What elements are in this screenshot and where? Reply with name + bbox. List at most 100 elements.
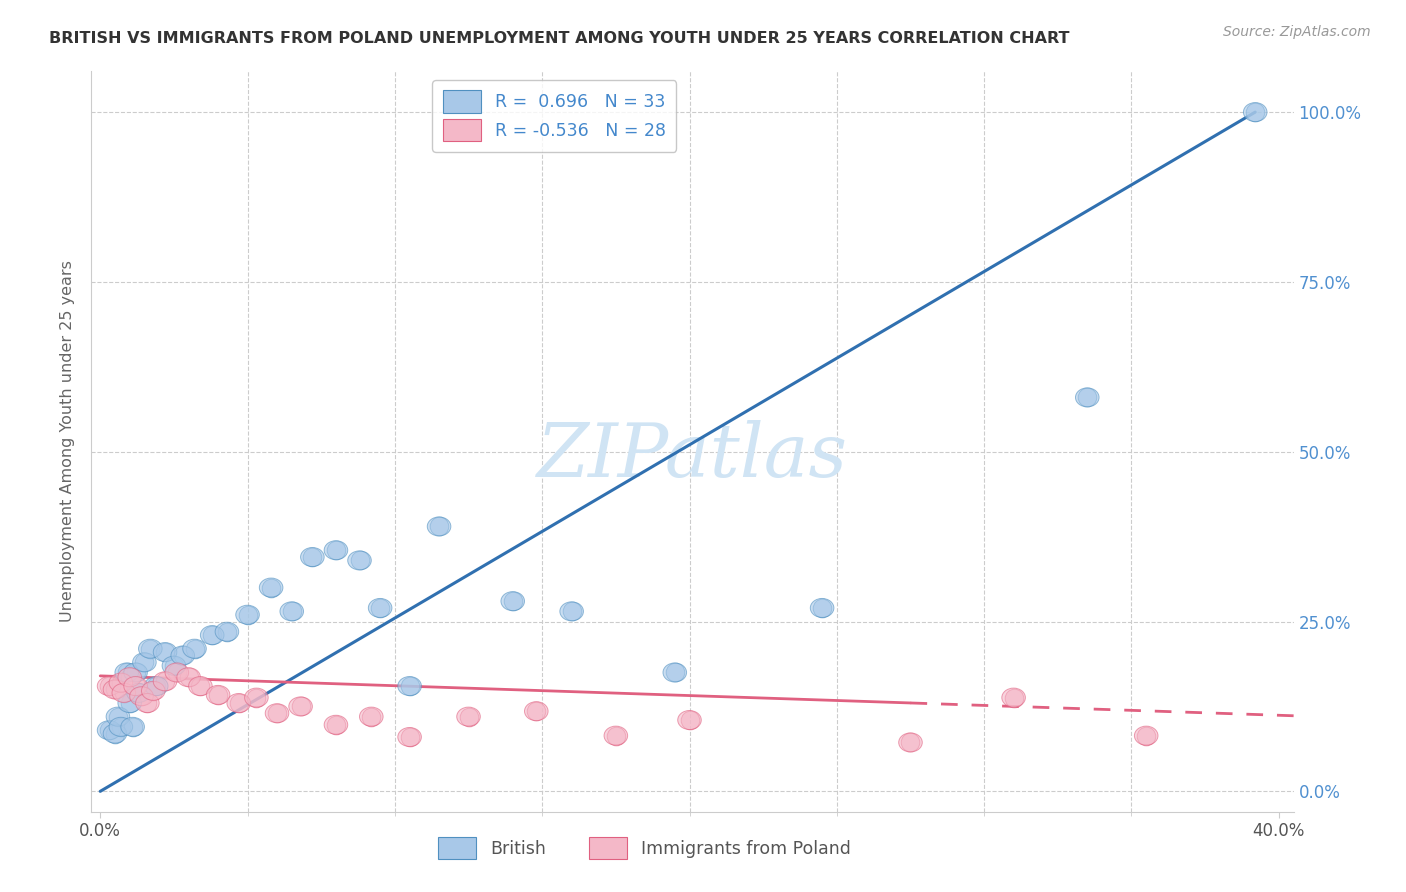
Point	[131, 690, 153, 704]
Ellipse shape	[165, 663, 188, 682]
Ellipse shape	[288, 697, 312, 716]
Point	[325, 718, 347, 732]
Point	[136, 696, 159, 710]
Ellipse shape	[129, 687, 153, 706]
Ellipse shape	[1002, 688, 1025, 707]
Point	[900, 735, 922, 749]
Point	[280, 604, 302, 618]
Point	[124, 665, 146, 680]
Ellipse shape	[898, 733, 922, 752]
Ellipse shape	[124, 676, 148, 696]
Ellipse shape	[266, 704, 288, 723]
Ellipse shape	[215, 623, 239, 641]
Ellipse shape	[1076, 388, 1099, 407]
Ellipse shape	[110, 673, 132, 692]
Point	[260, 581, 283, 595]
Point	[110, 675, 132, 690]
Ellipse shape	[103, 724, 127, 743]
Point	[561, 604, 583, 618]
Ellipse shape	[1135, 726, 1159, 745]
Legend: British, Immigrants from Poland: British, Immigrants from Poland	[430, 830, 858, 866]
Point	[139, 641, 162, 656]
Text: BRITISH VS IMMIGRANTS FROM POLAND UNEMPLOYMENT AMONG YOUTH UNDER 25 YEARS CORREL: BRITISH VS IMMIGRANTS FROM POLAND UNEMPL…	[49, 31, 1070, 46]
Ellipse shape	[118, 694, 142, 713]
Point	[301, 549, 323, 564]
Point	[811, 601, 834, 615]
Point	[349, 553, 371, 567]
Ellipse shape	[325, 715, 347, 734]
Ellipse shape	[259, 578, 283, 597]
Ellipse shape	[457, 707, 481, 726]
Ellipse shape	[132, 653, 156, 672]
Point	[118, 696, 141, 710]
Point	[121, 720, 143, 734]
Ellipse shape	[524, 702, 548, 721]
Point	[104, 726, 127, 740]
Point	[128, 686, 150, 700]
Point	[145, 679, 167, 693]
Ellipse shape	[226, 694, 250, 713]
Point	[457, 709, 479, 723]
Point	[502, 594, 524, 608]
Point	[427, 519, 450, 533]
Ellipse shape	[501, 591, 524, 611]
Ellipse shape	[427, 517, 451, 536]
Ellipse shape	[236, 606, 259, 624]
Ellipse shape	[121, 717, 145, 736]
Point	[177, 670, 200, 684]
Point	[134, 655, 156, 669]
Ellipse shape	[347, 551, 371, 570]
Ellipse shape	[560, 602, 583, 621]
Ellipse shape	[245, 688, 269, 707]
Point	[398, 679, 420, 693]
Ellipse shape	[105, 707, 129, 726]
Point	[1002, 690, 1025, 705]
Point	[325, 543, 347, 558]
Ellipse shape	[115, 663, 139, 682]
Point	[104, 682, 127, 697]
Ellipse shape	[280, 602, 304, 621]
Ellipse shape	[183, 640, 207, 658]
Ellipse shape	[162, 657, 186, 675]
Point	[142, 683, 165, 698]
Ellipse shape	[103, 680, 127, 699]
Ellipse shape	[398, 676, 422, 696]
Ellipse shape	[97, 676, 121, 696]
Text: Source: ZipAtlas.com: Source: ZipAtlas.com	[1223, 25, 1371, 39]
Ellipse shape	[678, 711, 702, 730]
Point	[153, 674, 176, 689]
Point	[236, 607, 259, 622]
Point	[110, 720, 132, 734]
Point	[245, 690, 267, 705]
Ellipse shape	[139, 640, 162, 658]
Point	[163, 658, 186, 673]
Point	[98, 723, 121, 738]
Ellipse shape	[398, 728, 422, 747]
Ellipse shape	[153, 672, 177, 690]
Point	[228, 696, 250, 710]
Point	[678, 713, 700, 727]
Point	[107, 709, 129, 723]
Y-axis label: Unemployment Among Youth under 25 years: Unemployment Among Youth under 25 years	[60, 260, 76, 623]
Point	[112, 686, 135, 700]
Point	[115, 665, 138, 680]
Point	[605, 729, 627, 743]
Point	[1135, 729, 1157, 743]
Ellipse shape	[664, 663, 686, 682]
Point	[368, 601, 391, 615]
Ellipse shape	[1243, 103, 1267, 121]
Ellipse shape	[124, 663, 148, 682]
Point	[215, 624, 238, 639]
Ellipse shape	[605, 726, 627, 745]
Ellipse shape	[127, 683, 150, 702]
Ellipse shape	[201, 625, 224, 645]
Point	[1076, 391, 1098, 405]
Ellipse shape	[177, 668, 201, 687]
Ellipse shape	[142, 681, 165, 700]
Ellipse shape	[97, 721, 121, 739]
Ellipse shape	[810, 599, 834, 617]
Ellipse shape	[112, 683, 135, 702]
Point	[1244, 105, 1267, 120]
Point	[190, 679, 212, 693]
Point	[166, 665, 188, 680]
